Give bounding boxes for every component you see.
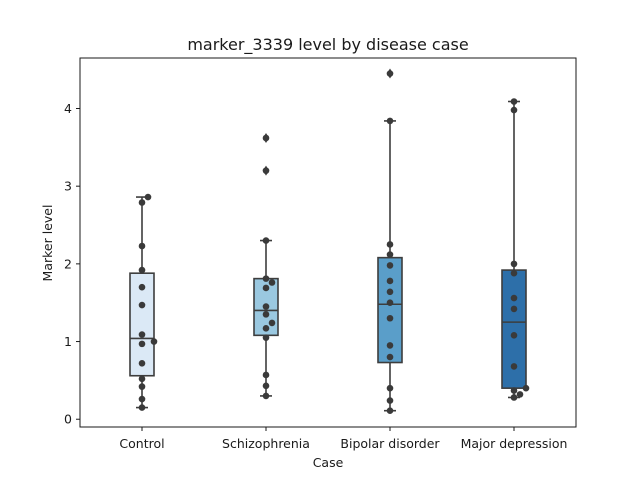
boxes-layer [129,68,527,412]
x-tick-label: Control [119,436,164,451]
data-point [386,342,394,349]
data-point [386,117,394,125]
data-point [516,391,524,398]
data-point [150,338,158,345]
data-point [386,299,394,307]
data-point [386,397,394,404]
data-point [138,383,146,390]
y-tick-label: 2 [64,256,72,271]
data-point [510,332,518,339]
y-axis: 0 1 2 3 4 [64,101,80,427]
data-point [386,384,394,392]
data-point [262,237,270,244]
y-tick-label: 0 [64,412,72,427]
data-point [262,275,270,282]
data-point [262,311,270,318]
data-point [262,134,270,142]
data-point [386,353,394,361]
data-point [138,266,146,274]
data-point [268,319,276,327]
data-point [510,394,518,401]
data-point [510,294,518,302]
data-point [262,325,270,332]
data-point [138,340,146,348]
data-point [138,375,146,383]
data-point [262,334,270,341]
data-point [386,70,394,77]
data-point [510,387,518,394]
data-point [138,242,146,250]
data-point [510,98,518,105]
data-point [386,277,394,285]
data-point [386,288,394,296]
data-point [522,384,530,392]
points-layer [138,70,530,414]
data-point [138,359,146,367]
data-point [262,303,270,310]
data-point [268,279,276,286]
plot-area [79,57,577,428]
y-axis-label: Marker level [40,205,55,282]
y-tick-label: 3 [64,179,72,194]
x-tick-label: Major depression [461,436,568,451]
chart-title: marker_3339 level by disease case [187,35,468,55]
data-point [510,106,518,114]
data-point [138,301,146,309]
data-point [138,199,146,206]
data-point [138,283,146,291]
data-point [510,305,518,313]
data-point [386,251,394,258]
data-point [510,260,518,268]
data-point [386,314,394,322]
x-axis: Control Schizophrenia Bipolar disorder Majo… [119,427,567,451]
data-point [144,193,152,201]
data-point [510,269,518,277]
data-point [138,404,146,411]
data-point [262,382,270,390]
x-tick-label: Schizophrenia [222,436,310,451]
box-major-depression [501,269,527,389]
data-point [138,395,146,403]
y-tick-label: 4 [64,101,72,116]
x-tick-label: Bipolar disorder [340,436,440,451]
data-point [510,363,518,370]
data-point [386,241,394,248]
data-point [386,262,394,269]
data-point [386,407,394,414]
data-point [262,284,270,292]
x-axis-label: Case [313,455,344,470]
data-point [262,371,270,379]
data-point [138,331,146,338]
y-tick-label: 1 [64,334,72,349]
data-point [262,392,270,400]
data-point [262,167,270,174]
